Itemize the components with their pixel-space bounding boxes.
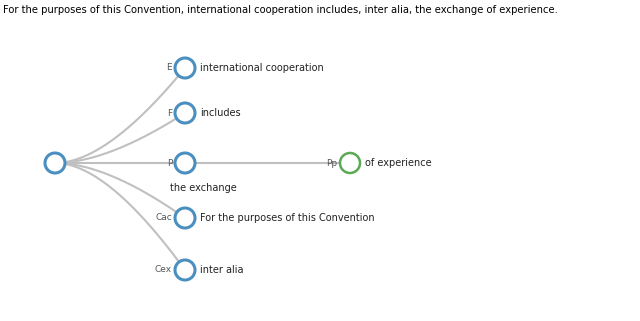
Circle shape: [175, 153, 195, 173]
Text: Pp: Pp: [326, 159, 337, 168]
Text: F: F: [167, 108, 172, 117]
Text: Cex: Cex: [155, 265, 172, 274]
Circle shape: [175, 58, 195, 78]
Text: international cooperation: international cooperation: [200, 63, 324, 73]
Circle shape: [175, 103, 195, 123]
Circle shape: [340, 153, 360, 173]
Text: inter alia: inter alia: [200, 265, 243, 275]
Text: includes: includes: [200, 108, 241, 118]
Circle shape: [175, 208, 195, 228]
Text: of experience: of experience: [365, 158, 431, 168]
Text: P: P: [166, 159, 172, 168]
Text: For the purposes of this Convention: For the purposes of this Convention: [200, 213, 374, 223]
Text: Cac: Cac: [156, 213, 172, 222]
Text: For the purposes of this Convention, international cooperation includes, inter a: For the purposes of this Convention, int…: [3, 5, 558, 15]
Text: E: E: [166, 64, 172, 73]
Text: the exchange: the exchange: [170, 183, 237, 193]
Circle shape: [175, 260, 195, 280]
Circle shape: [45, 153, 65, 173]
